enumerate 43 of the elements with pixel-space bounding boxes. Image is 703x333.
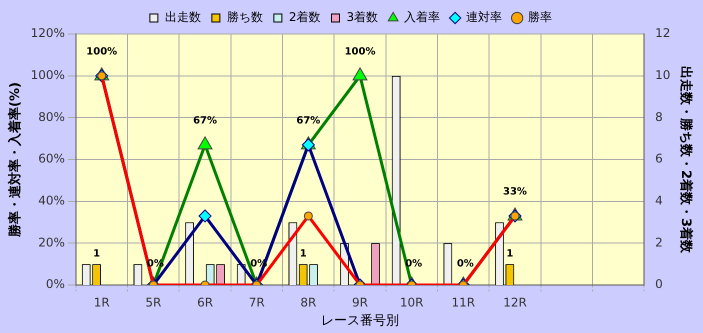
y2-tick-label: 4 bbox=[655, 193, 663, 208]
data-label: 1 bbox=[93, 248, 100, 260]
x-tick-label: 6R bbox=[197, 295, 214, 310]
y-tick-label: 80% bbox=[38, 110, 65, 124]
y-tick-label: 60% bbox=[38, 152, 65, 166]
y2-tick-label: 2 bbox=[655, 235, 663, 250]
y2-axis-title: 出走数・勝ち数・2着数・3着数 bbox=[678, 66, 694, 254]
data-label: 67% bbox=[193, 115, 218, 126]
data-label: 67% bbox=[296, 115, 320, 126]
legend-label: 3着数 bbox=[346, 10, 378, 24]
legend-label: 勝率 bbox=[528, 10, 552, 24]
y2-tick-label: 10 bbox=[655, 68, 670, 82]
x-tick-label: 10R bbox=[400, 295, 424, 310]
x-tick-label: 8R bbox=[300, 295, 316, 310]
point bbox=[198, 209, 212, 222]
y-tick-label: 0% bbox=[46, 277, 65, 292]
data-label: 1 bbox=[506, 248, 514, 260]
y-tick-label: 20% bbox=[38, 235, 65, 250]
legend-label: 連対率 bbox=[466, 10, 502, 24]
data-label: 100% bbox=[344, 46, 376, 58]
x-tick-label: 9R bbox=[352, 295, 368, 310]
y-tick-label: 100% bbox=[30, 68, 65, 82]
x-axis-title: レース番号別 bbox=[321, 314, 400, 329]
y2-tick-label: 12 bbox=[655, 26, 670, 40]
y-tick-label: 120% bbox=[30, 26, 65, 40]
data-label: 100% bbox=[86, 46, 118, 58]
y2-tick-label: 0 bbox=[655, 277, 663, 292]
legend-label: 2着数 bbox=[288, 10, 321, 24]
legend-label: 入着率 bbox=[404, 10, 440, 24]
legend-label: 勝ち数 bbox=[226, 10, 263, 24]
x-tick-label: 12R bbox=[503, 295, 527, 310]
y-tick-label: 40% bbox=[38, 193, 65, 208]
data-label: 0% bbox=[456, 258, 474, 270]
data-label: 33% bbox=[503, 186, 527, 198]
x-tick-label: 1R bbox=[94, 295, 110, 310]
legend-label: 出走数 bbox=[164, 10, 201, 24]
x-tick-label: 5R bbox=[145, 295, 162, 310]
data-label: 1 bbox=[300, 248, 307, 260]
x-tick-label: 7R bbox=[248, 295, 265, 310]
x-tick-label: 11R bbox=[452, 295, 476, 310]
y-axis-title: 勝率・連対率・入着率(%) bbox=[7, 82, 24, 238]
y2-tick-label: 8 bbox=[655, 110, 663, 124]
y2-tick-label: 6 bbox=[655, 152, 663, 166]
